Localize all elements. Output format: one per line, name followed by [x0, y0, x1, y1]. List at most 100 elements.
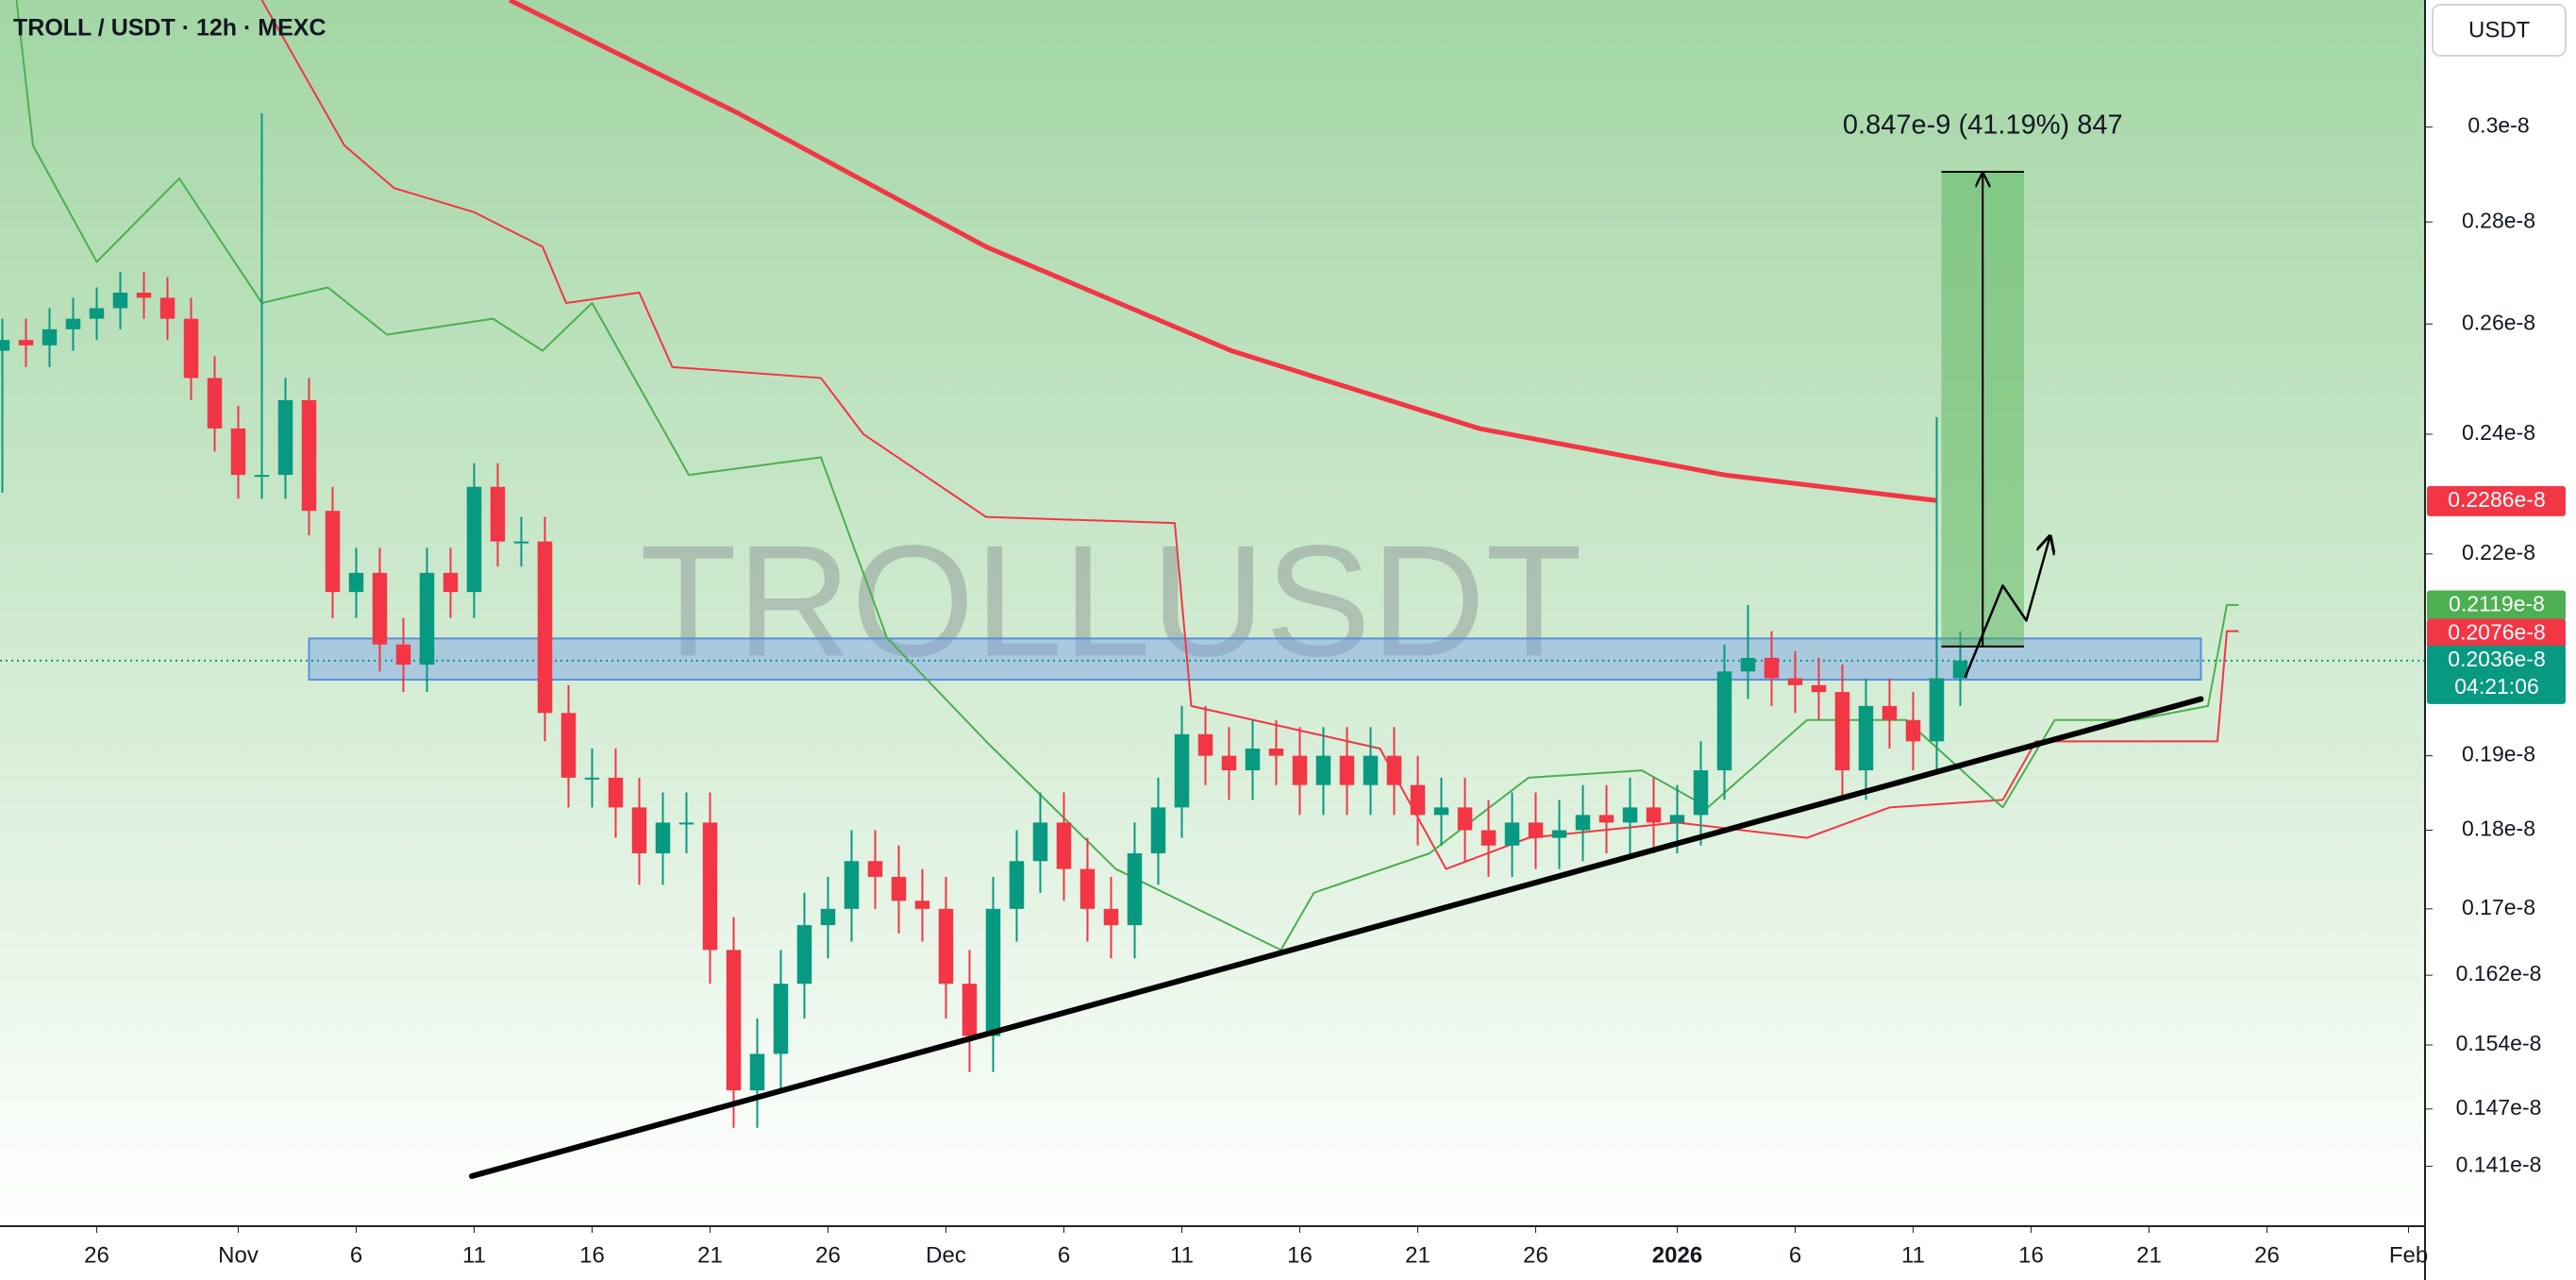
candle-body: [1480, 830, 1497, 846]
x-tick-label: 26: [84, 1242, 109, 1268]
candle-body: [1245, 748, 1261, 771]
candle-body: [1834, 692, 1850, 771]
trendline: [469, 696, 2204, 1179]
candle-body: [1504, 822, 1520, 846]
x-tick-label: 11: [1170, 1242, 1194, 1268]
candle-body: [608, 777, 624, 808]
candle-body: [1929, 678, 1945, 742]
candle-body: [466, 486, 482, 593]
currency-button-label[interactable]: USDT: [2468, 17, 2531, 42]
candle-body: [1787, 678, 1803, 685]
overlay-layer: TROLLUSDT: [0, 0, 2425, 952]
candle-body: [18, 340, 34, 345]
y-tick-label: 0.147e-8: [2456, 1095, 2542, 1120]
price-label: 0.2036e-8: [2448, 647, 2546, 671]
candle-body: [1339, 755, 1355, 785]
candle-body: [1268, 748, 1284, 756]
cloud-span-a: [260, 0, 2239, 870]
price-label: 0.2286e-8: [2448, 487, 2546, 512]
y-tick-label: 0.141e-8: [2456, 1153, 2542, 1177]
candle-body: [89, 308, 105, 319]
time-axis-panel: [0, 1226, 2425, 1280]
candle-body: [1433, 807, 1449, 816]
candle-body: [1127, 852, 1143, 926]
cloud-span-b: [15, 0, 2239, 952]
candle-body: [183, 318, 199, 379]
candle-body: [1221, 755, 1237, 771]
x-tick-label: 26: [2254, 1242, 2280, 1268]
x-tick-label: 11: [462, 1242, 486, 1268]
x-tick-label: Feb: [2389, 1242, 2428, 1268]
x-tick-label: 6: [1789, 1242, 1801, 1268]
price-countdown: 04:21:06: [2454, 674, 2539, 699]
candle-body: [1315, 755, 1331, 785]
candle-body: [1740, 657, 1756, 672]
candle-body: [560, 713, 577, 778]
candle-body: [962, 984, 978, 1036]
candle-body: [65, 318, 81, 329]
candle-body: [1811, 684, 1827, 693]
candle-body: [372, 572, 388, 645]
axis-layer: 0.3e-8 0.28e-8 0.26e-8 0.24e-8 0.22e-8 0.19e-…: [84, 113, 2566, 1268]
candle-body: [348, 572, 364, 593]
candle-body: [1032, 822, 1048, 862]
candle-body: [1386, 755, 1402, 785]
candle-body: [537, 541, 553, 714]
y-tick-label: 0.162e-8: [2456, 961, 2542, 985]
candle-body: [1528, 822, 1544, 838]
candle-body: [1174, 733, 1190, 808]
price-label-box: [2427, 618, 2566, 649]
candle-body: [749, 1053, 765, 1091]
candle-body: [1882, 705, 1898, 720]
candle-body: [277, 399, 293, 476]
candle-body: [1858, 705, 1874, 771]
price-label-box: [2427, 485, 2566, 516]
x-tick-label: 21: [1405, 1242, 1430, 1268]
candle-body: [112, 292, 128, 309]
candle-body: [1150, 807, 1166, 853]
candle-body: [1009, 861, 1025, 909]
currency-button[interactable]: [2432, 4, 2567, 57]
candle-body: [820, 908, 836, 926]
candle-body: [773, 984, 789, 1054]
candle-body: [419, 572, 435, 665]
y-tick-label: 0.26e-8: [2462, 310, 2535, 334]
candle-body: [891, 876, 907, 901]
candle-body: [1716, 671, 1732, 771]
candle-body: [159, 297, 176, 319]
x-tick-label: 11: [1901, 1242, 1925, 1268]
candle-body: [702, 822, 718, 951]
candle-body: [490, 486, 506, 542]
candle-body: [1056, 822, 1072, 869]
candle-body: [1598, 815, 1614, 823]
x-tick-label: 2026: [1652, 1242, 1702, 1268]
candle-body: [1646, 807, 1662, 823]
price-label-box: [2427, 645, 2566, 704]
y-tick-label: 0.19e-8: [2462, 742, 2535, 766]
candle-body: [42, 328, 58, 345]
candle-body: [844, 861, 860, 909]
candle-body: [726, 950, 742, 1091]
drawing-layer: 0.847e-9 (41.19%) 847: [469, 110, 2204, 1179]
candle-body: [1622, 807, 1638, 823]
candle-body: [1952, 660, 1968, 679]
price-label-box: [2427, 590, 2566, 621]
candle-body: [443, 572, 459, 593]
y-tick-label: 0.17e-8: [2462, 895, 2535, 919]
x-tick-label: 16: [579, 1242, 605, 1268]
candle-body: [678, 822, 694, 825]
candle-body: [1551, 830, 1567, 838]
x-tick-label: Nov: [218, 1242, 259, 1268]
candle-body: [0, 340, 10, 351]
candle-body: [230, 428, 246, 476]
candle-layer: [0, 113, 1968, 1128]
support-zone: [308, 637, 2202, 682]
x-tick-label: 6: [1058, 1242, 1070, 1268]
x-tick-label: 21: [2136, 1242, 2162, 1268]
x-tick-label: 16: [1287, 1242, 1313, 1268]
candle-body: [1693, 770, 1709, 816]
candle-body: [1410, 784, 1426, 816]
candle-body: [395, 644, 411, 665]
candle-body: [1764, 657, 1780, 679]
